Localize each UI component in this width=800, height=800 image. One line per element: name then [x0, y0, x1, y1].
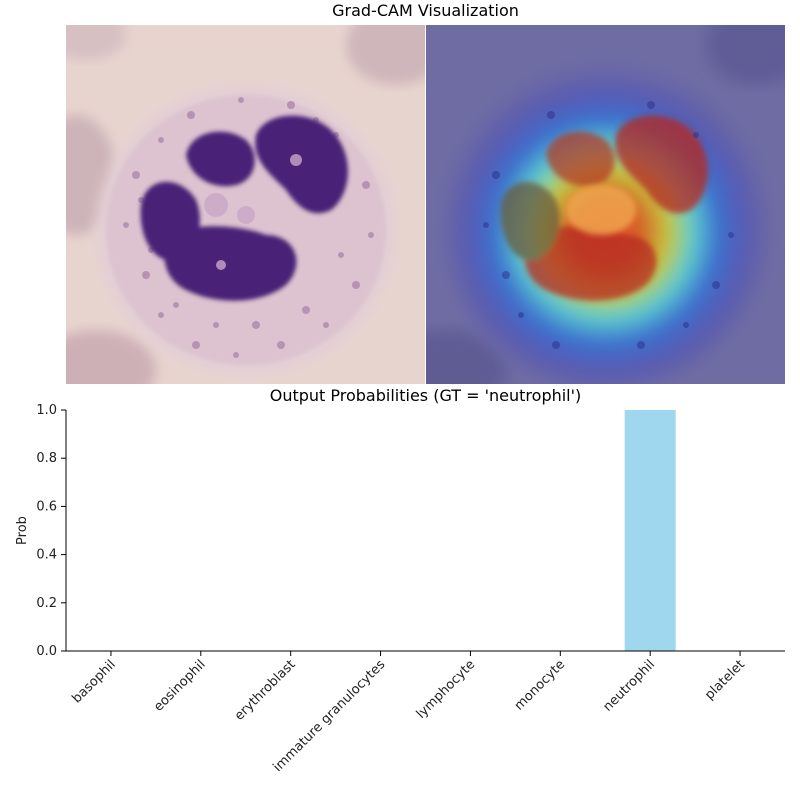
y-axis-label: Prob [15, 516, 30, 545]
x-tick-label: lymphocyte [414, 657, 479, 722]
chart-title: Output Probabilities (GT = 'neutrophil') [269, 386, 582, 405]
y-tick-label: 0.8 [36, 451, 57, 466]
x-tick-label: neutrophil [601, 657, 658, 714]
y-tick-label: 0.4 [36, 548, 57, 563]
y-tick-label: 0.2 [36, 596, 57, 611]
gradcam-heatmap-overlay [426, 25, 785, 384]
y-tick-label: 0.6 [36, 499, 57, 514]
x-tick-label: platelet [702, 657, 748, 703]
original-cell-image [66, 25, 425, 384]
figure-title: Grad-CAM Visualization [332, 1, 519, 20]
bar-neutrophil [624, 410, 676, 651]
x-tick-label: basophil [70, 657, 119, 706]
x-tick-label: eosinophil [151, 657, 208, 714]
y-tick-label: 1.0 [36, 403, 57, 418]
x-tick-label: erythroblast [232, 657, 299, 724]
x-tick-label: monocyte [512, 657, 568, 713]
y-tick-label: 0.0 [36, 644, 57, 659]
